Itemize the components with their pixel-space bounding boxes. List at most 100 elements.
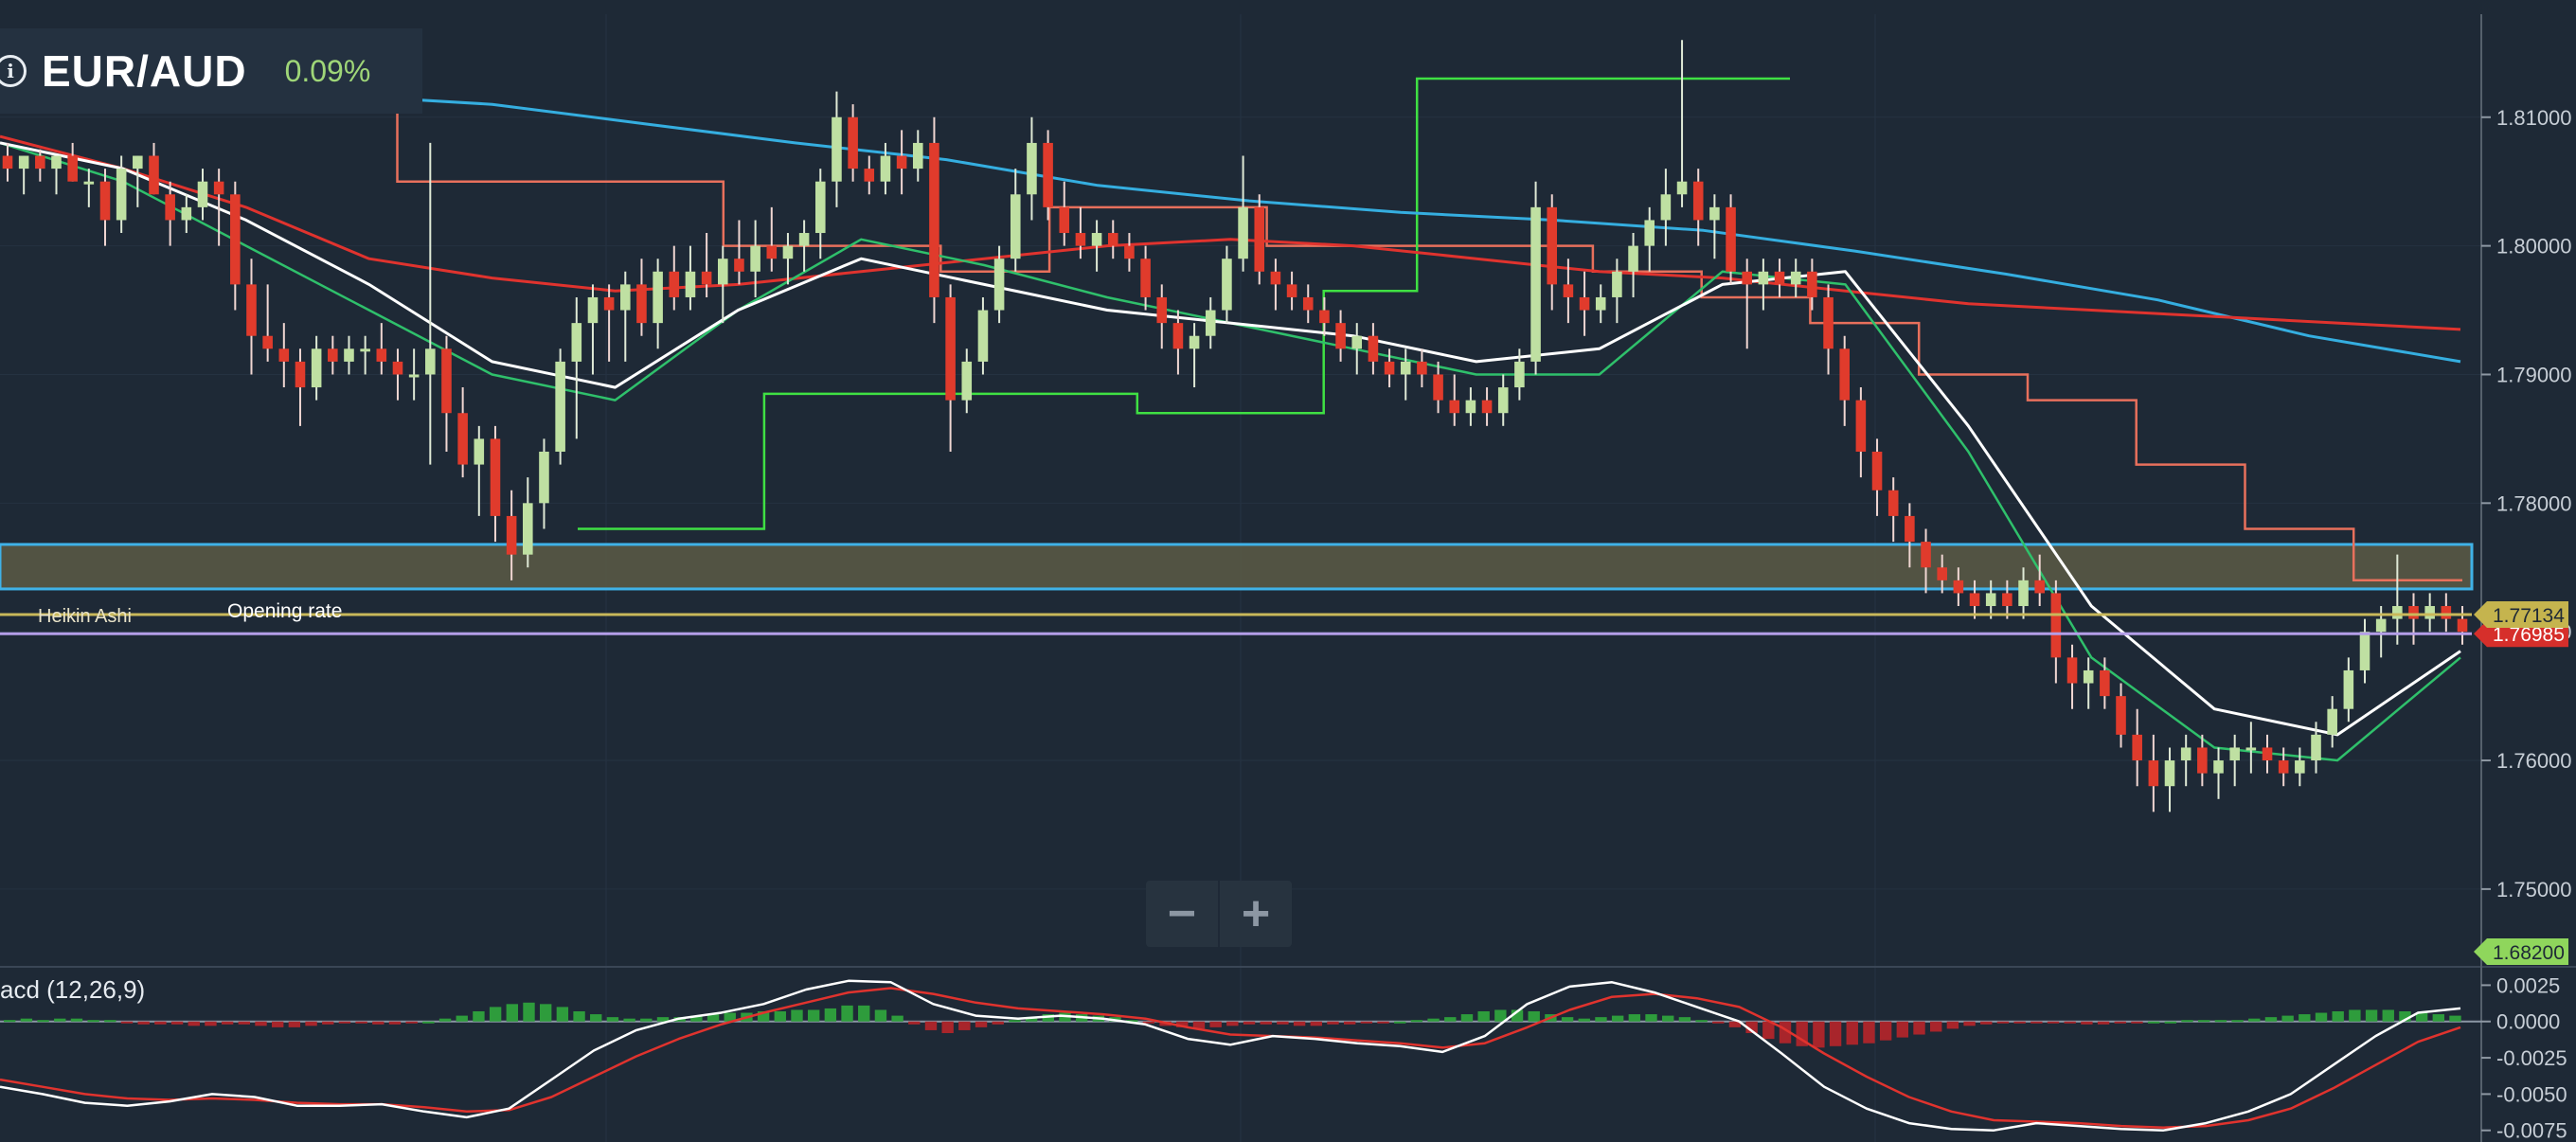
candle-body [814,181,826,234]
macd-histogram-bar [1813,1021,1825,1048]
macd-histogram-bar [120,1021,134,1024]
macd-histogram-bar [137,1021,150,1025]
macd-histogram-bar [1946,1021,1959,1029]
candle-body [2148,760,2159,787]
candle-body [1368,335,1379,362]
candle-body [230,194,241,285]
y-tick-label: 1.75000 [2496,878,2572,901]
macd-histogram-bar [372,1021,385,1025]
candle-body [1449,400,1460,414]
macd-histogram-bar [573,1011,585,1022]
candle-body [165,194,175,221]
macd-histogram-bar [1829,1021,1842,1046]
macd-histogram-bar [104,1020,116,1023]
candle-body [278,348,290,362]
macd-histogram-bar [2332,1011,2344,1022]
macd-histogram-bar [4,1020,16,1023]
sma-long-line [188,69,2461,364]
macd-y-tick-label: -0.0075 [2496,1119,2567,1142]
resistance-zone[interactable] [0,543,2474,591]
candle-body [912,142,923,170]
candle-body [2327,708,2337,735]
pair-title: EUR/AUD [42,46,247,96]
rate-lines: Opening rate Heikin Ashi [0,600,2472,635]
candle-body [1465,400,1476,414]
candle-body [51,155,62,170]
candle-body [2278,760,2289,774]
zoom-out-button[interactable]: − [1167,886,1197,941]
candle-body [993,259,1005,311]
macd-histogram-bar [388,1021,402,1025]
candle-body [181,206,192,221]
candle-body [1790,271,1801,285]
change-percent: 0.09% [284,53,371,88]
macd-histogram-bar [1025,1017,1038,1022]
current-rate-badge: 1.76985 [2493,624,2565,646]
macd-histogram-bar [1260,1021,1272,1025]
candle-body [311,348,322,388]
candle-body [1953,580,1964,594]
candle-body [18,155,29,170]
macd-histogram-bar [205,1021,217,1026]
bottom-price-badge-bg [2474,938,2568,965]
candle-body [1010,194,1021,259]
info-icon[interactable]: i [0,55,27,87]
candle-body [1660,194,1672,221]
candle-body [1351,335,1363,349]
candle-body [1238,206,1248,259]
macd-histogram-bar [2081,1021,2093,1025]
candle-body [717,259,728,285]
macd-histogram-bar [422,1021,435,1024]
candle-body [1286,284,1297,297]
macd-histogram-bar [1578,1018,1590,1022]
macd-histogram-bar [1528,1011,1540,1022]
candles[interactable] [2,40,2468,812]
macd-histogram-bar [54,1018,66,1022]
macd-histogram-bar [322,1021,334,1025]
macd-histogram-bar [2164,1021,2177,1024]
candle-body [99,181,111,221]
candle-body [1059,206,1070,234]
macd-histogram-bar [506,1004,518,1022]
ema-signal-line [0,141,2461,762]
macd-histogram-bar [2248,1018,2261,1022]
macd-histogram-bar [824,1008,837,1022]
candle-body [2441,606,2452,619]
macd-panel[interactable]: 0.0025 0.0000 -0.0025 -0.0050 -0.0075 [0,973,2567,1142]
price-axis[interactable]: 1.810001.800001.790001.780001.770001.760… [2481,106,2572,901]
macd-histogram-bar [1360,1021,1373,1024]
candle-body [2034,580,2045,594]
candle-body [1091,233,1102,246]
candle-body [1692,181,1704,221]
candle-body [2116,696,2126,735]
candle-body [1628,245,1638,272]
macd-histogram-bar [1796,1021,1808,1046]
macd-histogram-bar [288,1021,301,1027]
macd-histogram-bar [874,1009,887,1022]
candle-body [67,155,78,182]
instrument-header[interactable]: i EUR/AUD 0.09% [0,28,422,114]
candle-body [1319,310,1330,324]
zoom-in-button[interactable]: + [1218,881,1292,947]
chart-type-label: Heikin Ashi [38,606,132,627]
candle-body [1156,296,1168,324]
macd-histogram-bar [456,1015,468,1022]
macd-histogram-bar [2365,1009,2378,1022]
macd-histogram-bar [1494,1009,1507,1022]
macd-histogram-bar [941,1021,954,1033]
candle-body [392,361,403,375]
candle-body [750,245,760,272]
candle-body [1676,181,1688,195]
candle-body [539,451,549,504]
macd-histogram-bar [1009,1020,1021,1023]
candle-body [1302,296,1314,311]
candle-body [1433,374,1443,401]
candle-body [1807,271,1817,297]
macd-histogram-bar [1277,1021,1289,1025]
candle-body [1222,259,1232,311]
macd-histogram-bar [438,1018,452,1022]
macd-histogram-bar [1126,1020,1138,1023]
candle-body [2229,747,2240,761]
macd-histogram-bar [1243,1021,1256,1025]
